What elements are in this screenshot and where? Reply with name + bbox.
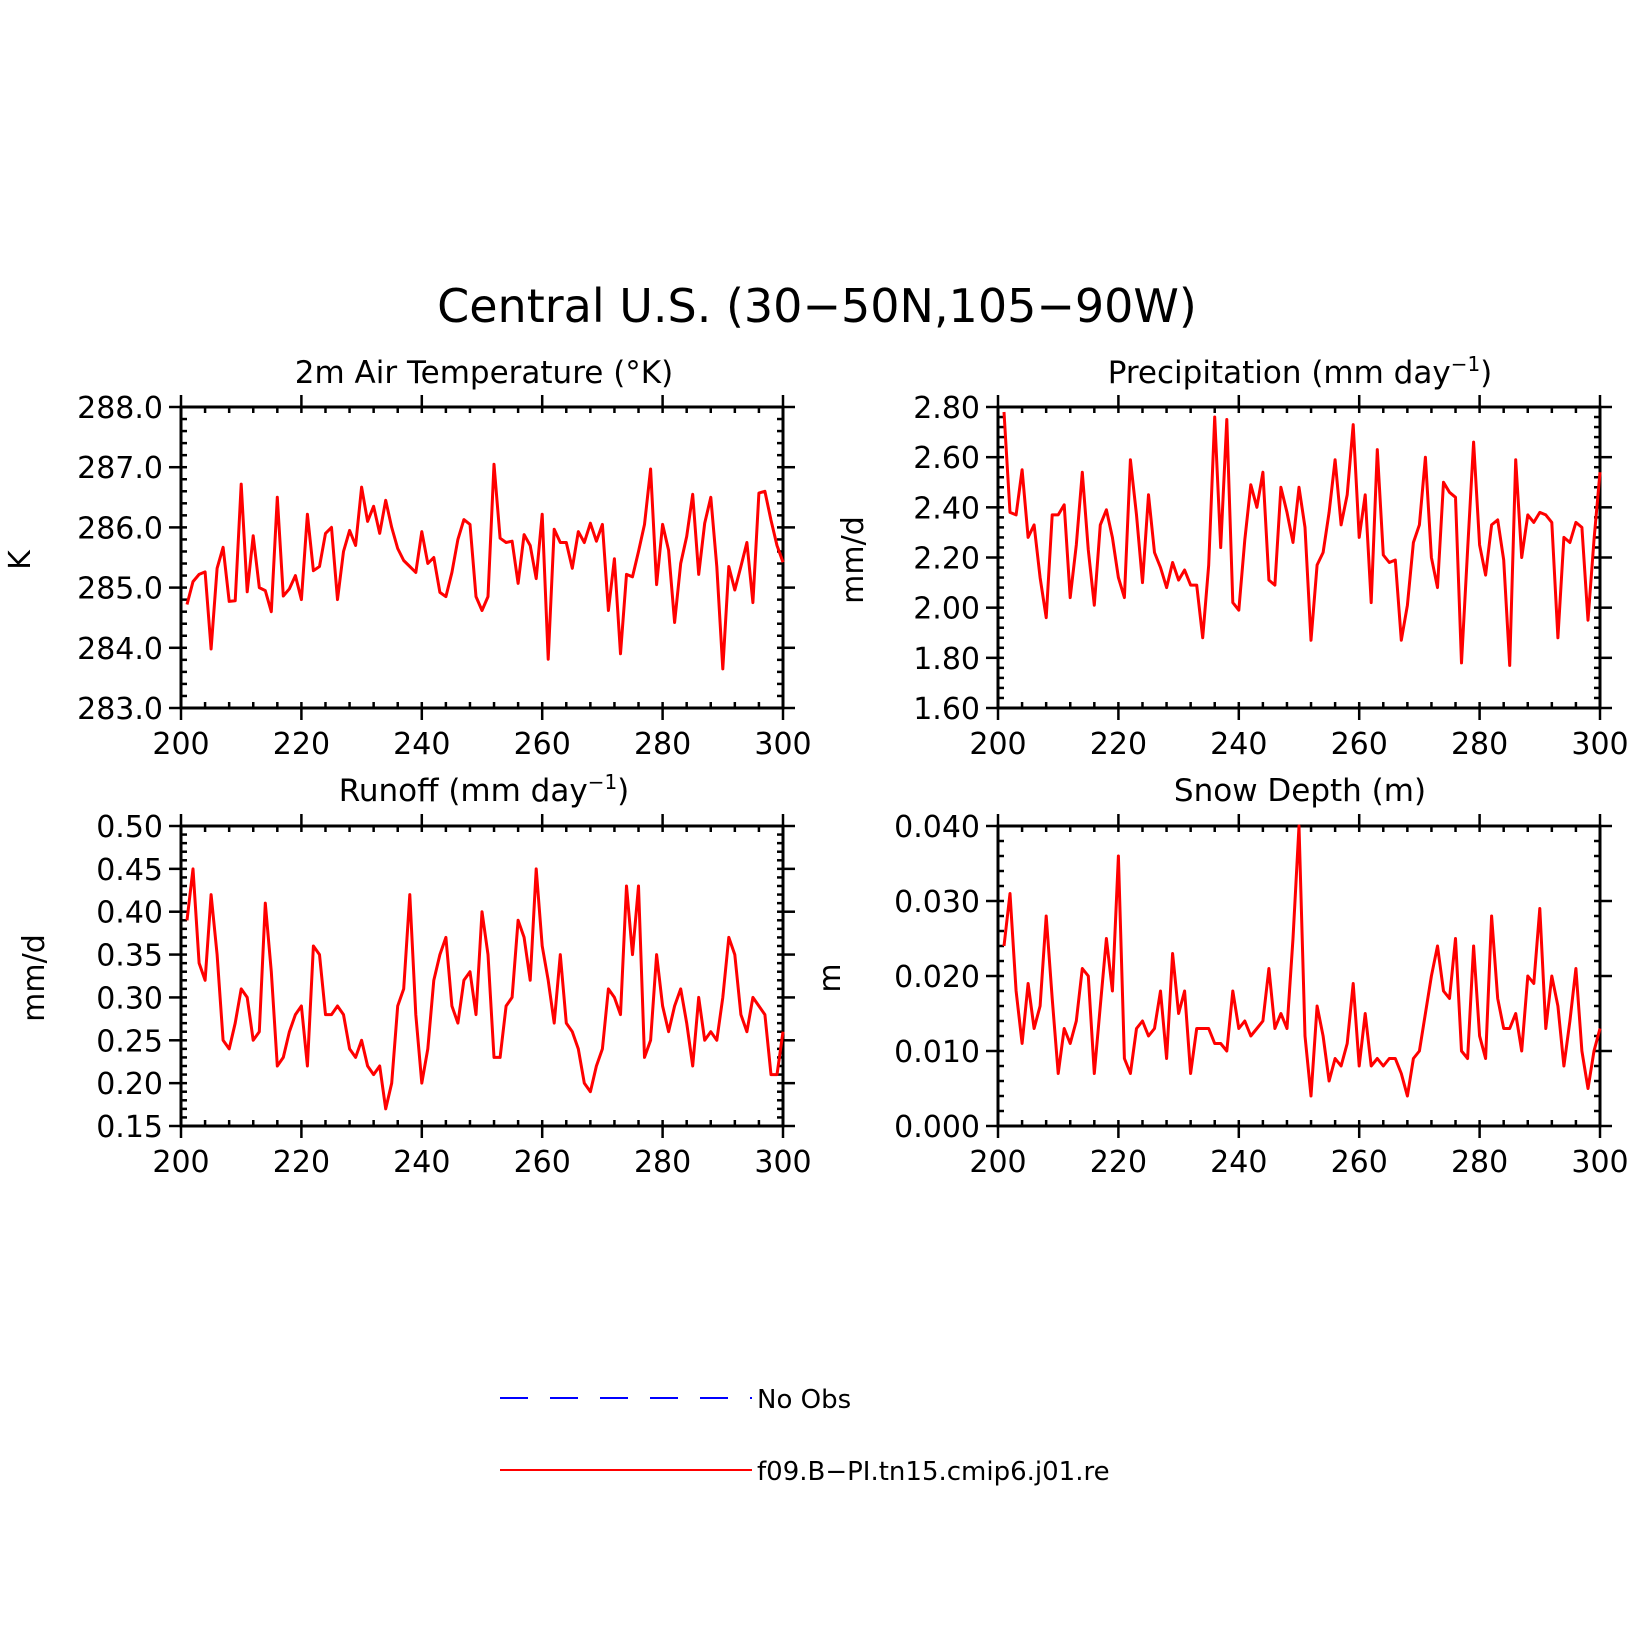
legend-label-model: f09.B−PI.tn15.cmip6.j01.re <box>757 1457 1110 1487</box>
panel-title: Runoff (mm day−1) <box>339 770 630 809</box>
y-tick-label: 2.60 <box>913 441 980 476</box>
x-tick-label: 240 <box>393 1145 450 1180</box>
x-tick-label: 200 <box>969 1145 1026 1180</box>
y-tick-label: 0.030 <box>894 885 980 920</box>
legend-label-no-obs: No Obs <box>757 1385 851 1415</box>
x-tick-label: 220 <box>273 1145 330 1180</box>
x-tick-label: 240 <box>1210 1145 1267 1180</box>
x-tick-label: 280 <box>1451 727 1508 762</box>
panel-runoff: Runoff (mm day−1) mm/d 200 220 240 260 280 30… <box>17 770 812 1180</box>
y-tick-label: 286.0 <box>77 511 163 546</box>
x-tick-label: 300 <box>754 727 811 762</box>
series-line <box>185 867 785 1111</box>
panel-precipitation: Precipitation (mm day−1) mm/d 200 220 240 2… <box>836 352 1629 762</box>
x-tick-label: 260 <box>1331 1145 1388 1180</box>
figure-title: Central U.S. (30−50N,105−90W) <box>437 279 1197 333</box>
x-tick-label: 280 <box>1451 1145 1508 1180</box>
panel-air-temperature: 2m Air Temperature (°K) K 200 220 240 260 28… <box>3 355 812 762</box>
panel-snow-depth: Snow Depth (m) m 200 220 240 260 280 300 0.000… <box>813 773 1629 1180</box>
x-tick-label: 200 <box>969 727 1026 762</box>
x-tick-label: 200 <box>152 1145 209 1180</box>
y-tick-label: 0.25 <box>96 1024 163 1059</box>
y-tick-label: 0.15 <box>96 1110 163 1145</box>
y-tick-label: 0.020 <box>894 960 980 995</box>
x-tick-label: 260 <box>1331 727 1388 762</box>
y-tick-label: 284.0 <box>77 632 163 667</box>
x-tick-label: 300 <box>1571 727 1628 762</box>
y-tick-label: 288.0 <box>77 391 163 426</box>
y-tick-label: 0.20 <box>96 1067 163 1102</box>
y-axis-label: K <box>3 549 38 570</box>
x-tick-label: 200 <box>152 727 209 762</box>
y-tick-label: 1.60 <box>913 692 980 727</box>
y-tick-label: 283.0 <box>77 692 163 727</box>
x-tick-label: 300 <box>754 1145 811 1180</box>
x-tick-label: 240 <box>393 727 450 762</box>
x-tick-label: 280 <box>634 727 691 762</box>
y-tick-label: 0.30 <box>96 981 163 1016</box>
panel-title: Snow Depth (m) <box>1174 773 1426 809</box>
y-tick-label: 0.000 <box>894 1110 980 1145</box>
x-tick-label: 220 <box>1090 1145 1147 1180</box>
x-tick-label: 280 <box>634 1145 691 1180</box>
x-tick-label: 220 <box>273 727 330 762</box>
y-tick-label: 2.40 <box>913 491 980 526</box>
series-line <box>185 462 785 671</box>
y-tick-label: 0.35 <box>96 939 163 974</box>
y-tick-label: 2.20 <box>913 542 980 577</box>
y-tick-label: 0.010 <box>894 1035 980 1070</box>
y-tick-label: 2.00 <box>913 592 980 627</box>
series-line <box>1002 411 1602 667</box>
plot-frame <box>179 405 785 710</box>
x-tick-label: 260 <box>514 727 571 762</box>
x-tick-label: 300 <box>1571 1145 1628 1180</box>
y-tick-label: 0.50 <box>96 810 163 845</box>
series-line <box>1002 824 1602 1098</box>
panel-title: Precipitation (mm day−1) <box>1108 352 1493 391</box>
plot-frame <box>179 824 785 1128</box>
x-tick-label: 240 <box>1210 727 1267 762</box>
x-tick-label: 260 <box>514 1145 571 1180</box>
y-tick-label: 285.0 <box>77 572 163 607</box>
y-axis-label: mm/d <box>17 934 52 1022</box>
y-tick-label: 2.80 <box>913 391 980 426</box>
y-tick-label: 0.45 <box>96 853 163 888</box>
legend: No Obs f09.B−PI.tn15.cmip6.j01.re <box>500 1385 1110 1487</box>
y-tick-label: 1.80 <box>913 642 980 677</box>
y-tick-label: 287.0 <box>77 451 163 486</box>
y-tick-label: 0.040 <box>894 810 980 845</box>
panel-title: 2m Air Temperature (°K) <box>295 355 673 391</box>
y-axis-label: m <box>813 963 848 992</box>
y-axis-label: mm/d <box>836 516 871 604</box>
y-tick-label: 0.40 <box>96 896 163 931</box>
x-tick-label: 220 <box>1090 727 1147 762</box>
